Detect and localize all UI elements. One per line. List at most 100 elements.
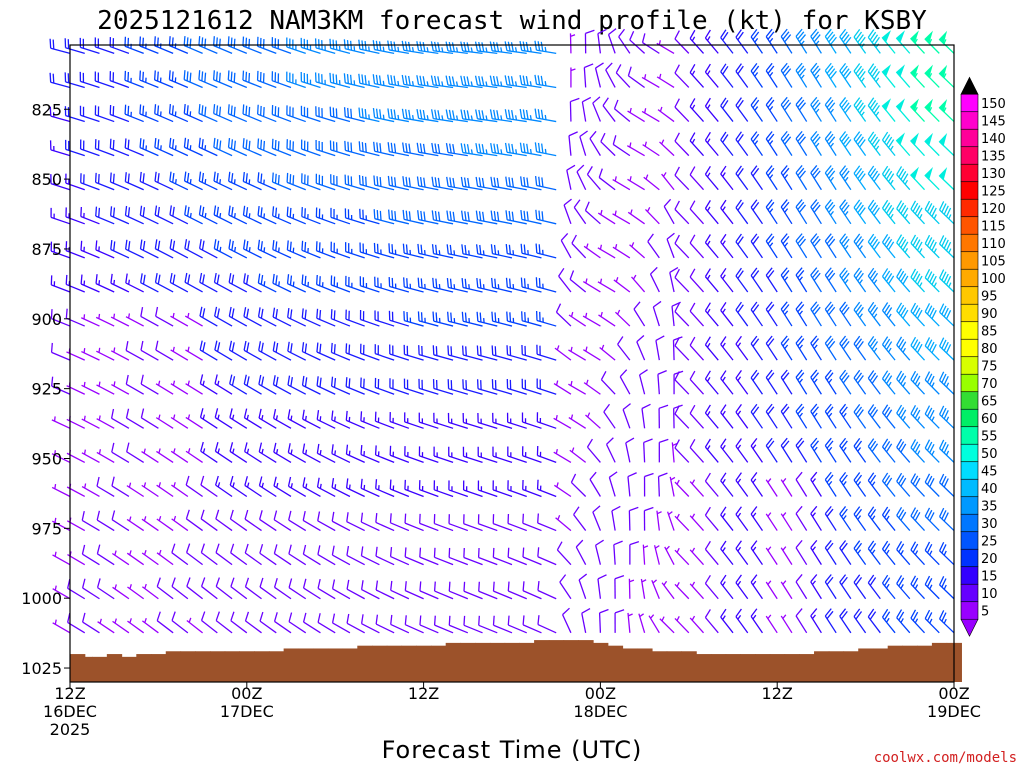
barb-half: [173, 515, 177, 521]
wind-barb: [867, 97, 881, 122]
barb-half: [219, 246, 222, 252]
wind-barb: [476, 277, 498, 293]
wind-barb: [795, 437, 808, 463]
barb-staff: [536, 252, 557, 259]
wind-barb: [154, 239, 174, 259]
barb-full: [810, 233, 818, 242]
wind-barb: [614, 575, 625, 599]
wind-barb: [629, 30, 646, 54]
barb-full: [504, 41, 508, 51]
barb-staff: [614, 108, 631, 123]
wind-barb: [765, 478, 778, 497]
barb-full: [871, 341, 879, 350]
barb-half: [441, 47, 444, 53]
barb-full: [629, 30, 635, 41]
barb-full: [258, 408, 262, 419]
barb-full: [490, 142, 493, 153]
barb-staff: [51, 385, 71, 395]
barb-full: [301, 342, 305, 352]
barb-full: [898, 373, 905, 382]
barb-staff: [477, 388, 498, 395]
barb-full: [883, 134, 891, 143]
wind-barb: [184, 239, 203, 259]
barb-staff: [611, 510, 616, 531]
barb-staff: [215, 450, 233, 463]
barb-full: [202, 342, 206, 352]
barb-full: [929, 375, 935, 385]
barb-half: [828, 378, 833, 384]
terrain-column: [357, 645, 373, 682]
barb-full: [523, 176, 526, 187]
barb-staff: [924, 481, 940, 497]
barb-full: [230, 71, 233, 82]
barb-full: [510, 76, 514, 86]
barb-full: [534, 108, 538, 119]
wind-barb: [230, 543, 248, 566]
wind-barb: [853, 97, 867, 122]
barb-staff: [272, 316, 292, 327]
barb-staff: [271, 45, 292, 54]
wind-barb: [96, 415, 115, 429]
barb-staff: [302, 519, 321, 532]
wind-barb: [795, 369, 808, 395]
barb-full: [96, 544, 101, 554]
wind-barb: [345, 242, 365, 259]
barb-full: [824, 608, 832, 617]
wind-barb: [430, 75, 454, 89]
wind-barb: [647, 233, 660, 259]
wind-barb: [653, 545, 660, 565]
wind-barb: [617, 336, 631, 361]
barb-full: [452, 177, 456, 188]
wind-barb: [735, 233, 749, 259]
barb-half: [202, 414, 206, 420]
wind-barb: [939, 439, 955, 463]
wind-barb: [491, 277, 513, 293]
wind-barb: [824, 505, 837, 531]
barb-half: [83, 348, 86, 353]
barb-full: [199, 340, 203, 351]
barb-staff: [824, 547, 837, 566]
wind-barb: [81, 381, 100, 395]
barb-full: [559, 574, 567, 583]
barb-half: [871, 481, 876, 486]
barb-staff: [126, 518, 145, 532]
barb-staff: [674, 549, 690, 566]
barb-full: [765, 335, 773, 344]
wind-barb: [765, 369, 778, 395]
barb-full: [674, 371, 680, 381]
barb-staff: [674, 379, 690, 395]
barb-full: [435, 244, 438, 255]
barb-staff: [449, 624, 469, 634]
barb-full: [461, 311, 464, 322]
barb-staff: [522, 590, 542, 600]
barb-staff: [853, 309, 867, 327]
barb-full: [378, 75, 382, 85]
barb-staff: [642, 544, 646, 565]
barb-full: [767, 304, 775, 313]
wind-barb: [689, 302, 705, 327]
barb-half: [782, 478, 787, 483]
barb-half: [767, 512, 772, 517]
wind-barb: [490, 210, 513, 225]
barb-half: [263, 213, 266, 219]
barb-full: [423, 211, 426, 222]
wind-barb: [271, 138, 292, 157]
wind-barb: [795, 471, 808, 497]
barb-full: [737, 65, 744, 75]
wind-barb: [671, 301, 681, 327]
barb-half: [585, 243, 589, 249]
barb-full: [212, 70, 215, 80]
barb-full: [883, 577, 891, 587]
barb-full: [124, 104, 127, 115]
barb-half: [914, 584, 919, 590]
barb-full: [422, 42, 426, 52]
barb-staff: [896, 446, 911, 463]
wind-barb: [521, 446, 542, 464]
barb-full: [797, 65, 805, 74]
x-tick-label: 18DEC: [573, 702, 627, 721]
wind-barb: [331, 545, 351, 566]
wind-barb: [704, 506, 719, 531]
barb-staff: [141, 484, 159, 498]
barb-staff: [389, 319, 410, 327]
barb-full: [883, 304, 891, 314]
